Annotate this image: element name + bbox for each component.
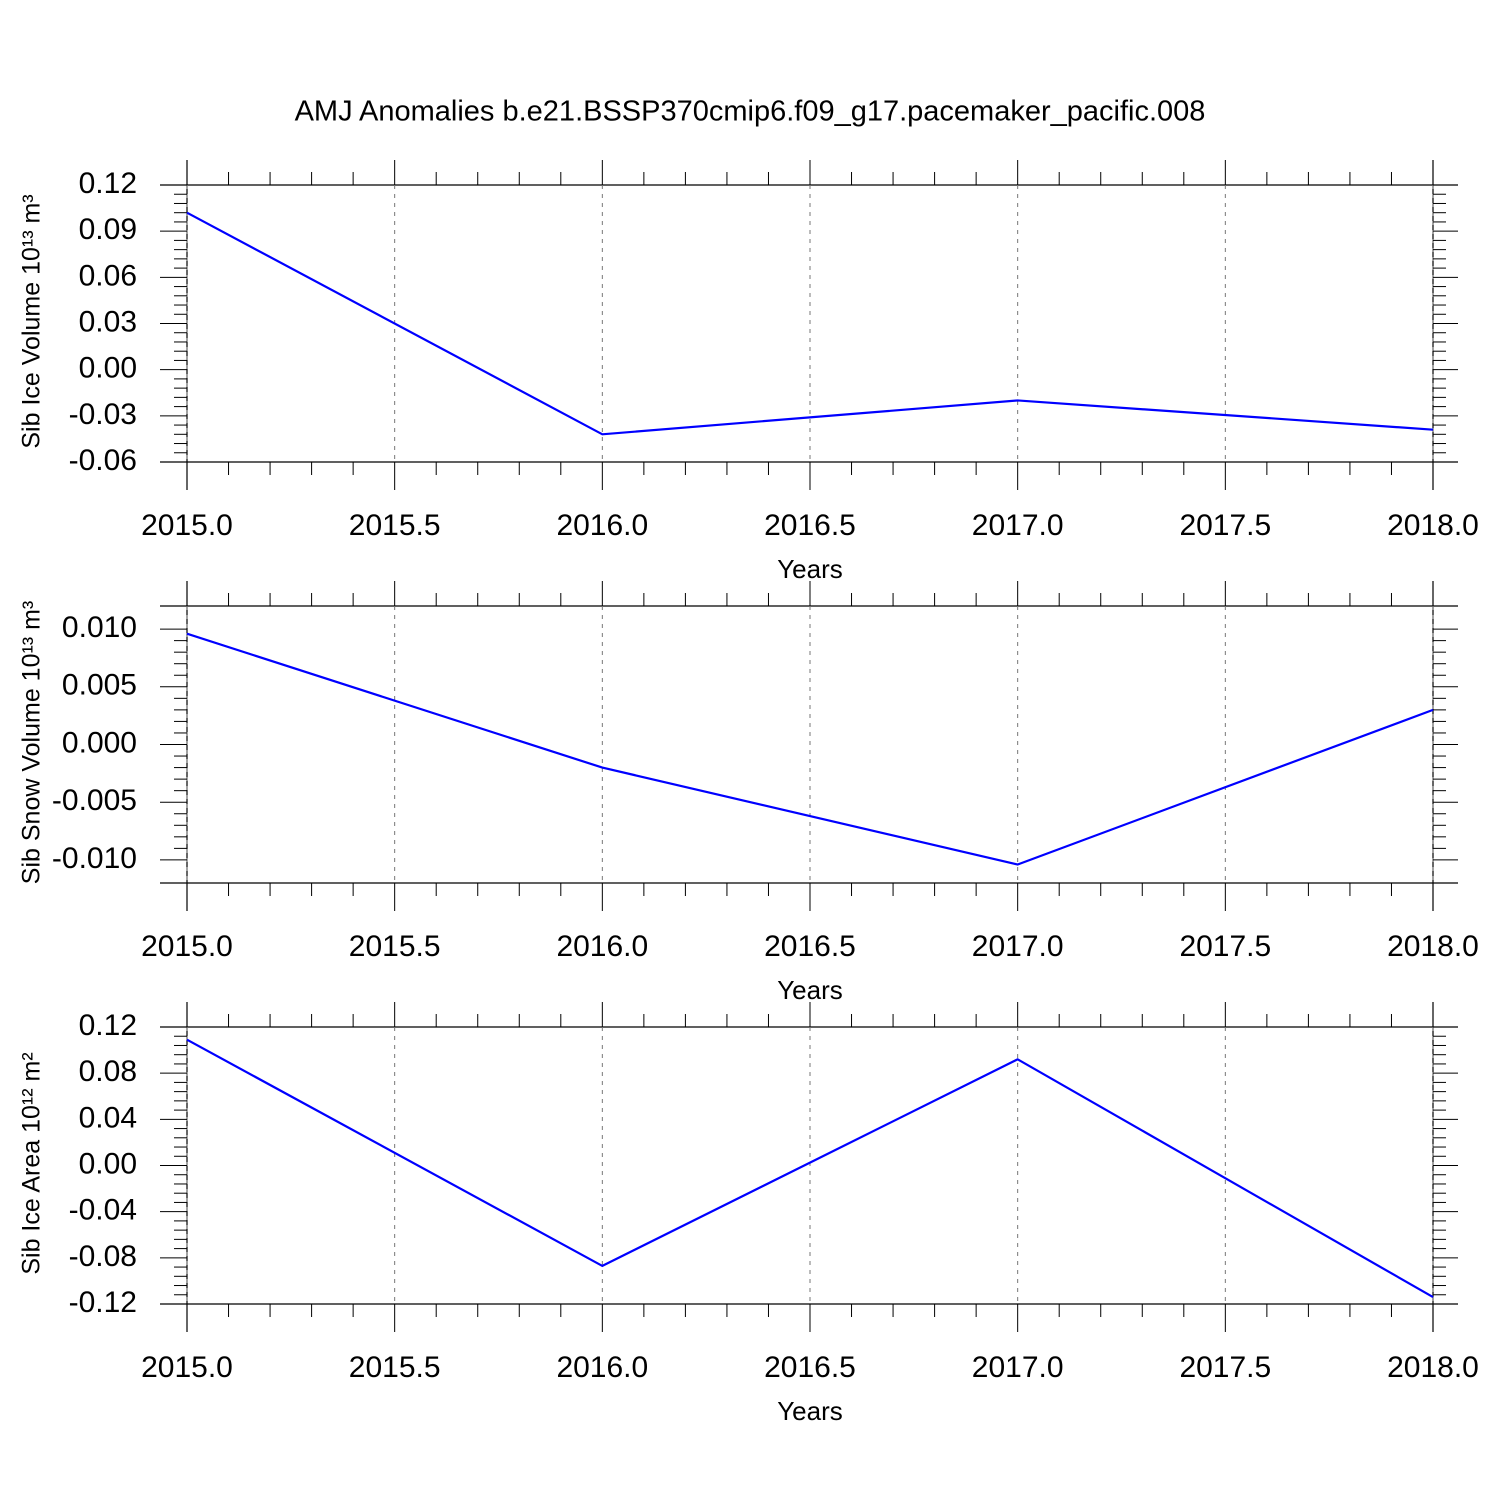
x-tick-label: 2016.5 [764, 930, 856, 963]
data-line [186, 632, 1434, 866]
y-tick-label: -0.08 [69, 1240, 137, 1273]
y-tick-label: -0.12 [69, 1286, 137, 1319]
x-tick-label: 2018.0 [1387, 930, 1479, 963]
y-axis-label: Sib Snow Volume 10¹³ m³ [18, 601, 46, 884]
y-axis-label: Sib Ice Volume 10¹³ m³ [18, 194, 46, 448]
x-tick-label: 2018.0 [1387, 509, 1479, 542]
y-tick-label: 0.000 [62, 726, 137, 759]
x-axis-label: Years [777, 554, 843, 584]
x-tick-label: 2017.5 [1179, 930, 1271, 963]
y-tick-label: 0.005 [62, 669, 137, 702]
x-tick-label: 2017.0 [972, 1351, 1064, 1384]
y-tick-label: -0.005 [52, 784, 137, 817]
x-tick-label: 2016.5 [764, 1351, 856, 1384]
x-tick-label: 2015.0 [141, 930, 233, 963]
x-tick-label: 2016.0 [556, 1351, 648, 1384]
x-tick-label: 2017.0 [972, 509, 1064, 542]
x-tick-label: 2018.0 [1387, 1351, 1479, 1384]
y-tick-label: 0.00 [79, 1147, 137, 1180]
y-tick-label: -0.06 [69, 444, 137, 477]
x-axis-label: Years [777, 1396, 843, 1426]
x-tick-label: 2015.0 [141, 1351, 233, 1384]
x-tick-label: 2015.5 [349, 930, 441, 963]
y-tick-label: 0.03 [79, 305, 137, 338]
y-axis-label: Sib Ice Area 10¹² m² [18, 1052, 46, 1274]
x-tick-label: 2017.5 [1179, 1351, 1271, 1384]
x-tick-label: 2017.0 [972, 930, 1064, 963]
data-line [186, 1038, 1434, 1299]
y-tick-label: -0.03 [69, 398, 137, 431]
y-tick-label: -0.04 [69, 1194, 137, 1227]
x-tick-label: 2015.5 [349, 1351, 441, 1384]
y-tick-label: 0.12 [79, 167, 137, 200]
x-tick-label: 2016.5 [764, 509, 856, 542]
y-tick-label: 0.010 [62, 611, 137, 644]
chart-title: AMJ Anomalies b.e21.BSSP370cmip6.f09_g17… [295, 96, 1206, 128]
x-tick-label: 2016.0 [556, 930, 648, 963]
y-tick-label: 0.00 [79, 352, 137, 385]
x-axis-label: Years [777, 975, 843, 1005]
x-tick-label: 2017.5 [1179, 509, 1271, 542]
y-tick-label: 0.09 [79, 213, 137, 246]
x-tick-label: 2015.0 [141, 509, 233, 542]
y-tick-label: 0.06 [79, 259, 137, 292]
x-tick-label: 2015.5 [349, 509, 441, 542]
y-tick-label: 0.12 [79, 1009, 137, 1042]
y-tick-label: 0.08 [79, 1055, 137, 1088]
y-tick-label: 0.04 [79, 1101, 137, 1134]
x-tick-label: 2016.0 [556, 509, 648, 542]
y-tick-label: -0.010 [52, 842, 137, 875]
data-line [186, 211, 1434, 436]
